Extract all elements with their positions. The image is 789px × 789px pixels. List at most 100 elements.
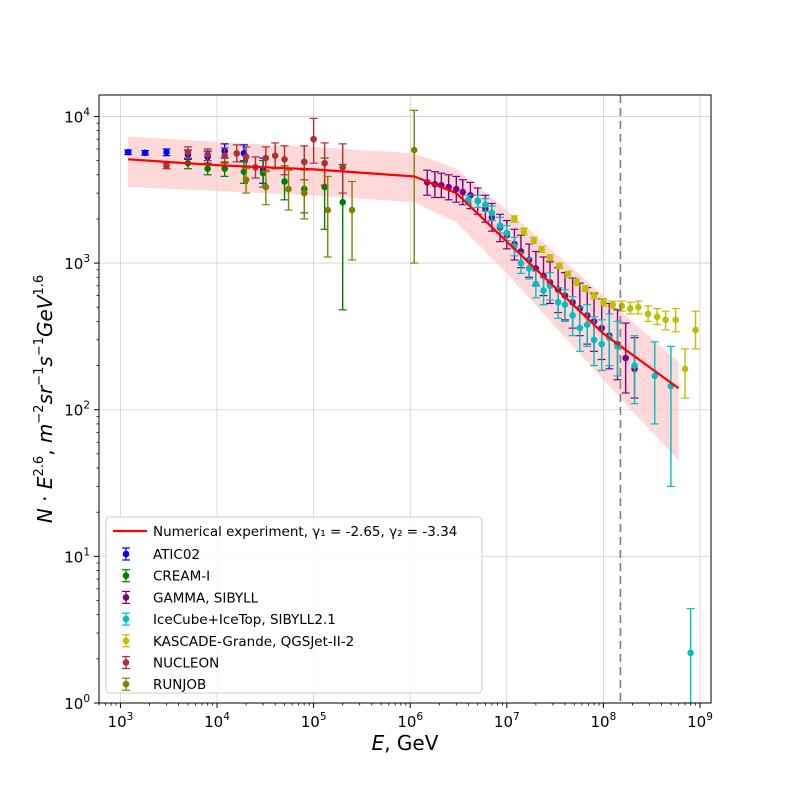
- data-point: [124, 148, 132, 156]
- legend-label: GAMMA, SIBYLL: [153, 590, 259, 606]
- data-point: [618, 302, 626, 310]
- data-point: [525, 265, 533, 272]
- legend-item: NUCLEON: [122, 656, 219, 672]
- x-tick-label: 106: [397, 711, 423, 731]
- data-point: [324, 206, 332, 214]
- data-point: [651, 372, 659, 380]
- legend-box: [105, 516, 483, 694]
- data-point: [410, 146, 418, 154]
- data-point: [538, 246, 546, 253]
- data-point: [672, 316, 679, 324]
- y-tick-label: 100: [64, 693, 90, 713]
- legend-item: GAMMA, SIBYLL: [122, 590, 259, 606]
- data-point: [310, 135, 317, 143]
- x-tick-label: 103: [108, 711, 134, 731]
- legend-label: NUCLEON: [153, 656, 219, 672]
- legend: Numerical experiment, γ₁ = -2.65, γ₂ = -…: [105, 516, 483, 694]
- x-tick-label: 105: [301, 711, 327, 731]
- data-point: [204, 151, 211, 158]
- data-point: [681, 365, 689, 373]
- data-point: [692, 326, 699, 334]
- data-point: [184, 148, 192, 156]
- data-point: [546, 254, 554, 261]
- legend-item: CREAM-I: [122, 569, 210, 585]
- data-point: [511, 215, 518, 223]
- data-point: [233, 150, 241, 157]
- data-point: [482, 201, 489, 209]
- legend-item: RUNJOB: [122, 677, 206, 693]
- y-tick-label: 104: [64, 106, 90, 126]
- data-point: [221, 152, 228, 159]
- data-point: [465, 196, 472, 204]
- data-point: [163, 162, 170, 170]
- legend-label: ATIC02: [153, 547, 200, 563]
- data-point: [163, 148, 170, 156]
- legend-marker: [122, 594, 130, 601]
- data-point: [474, 197, 482, 205]
- legend-fit-label: Numerical experiment, γ₁ = -2.65, γ₂ = -…: [153, 524, 457, 540]
- data-point: [598, 340, 605, 348]
- y-tick-label: 102: [64, 400, 90, 420]
- data-point: [271, 152, 279, 159]
- data-point: [262, 183, 270, 191]
- fit-line: [128, 158, 680, 390]
- data-point: [622, 354, 629, 362]
- data-point: [554, 299, 562, 306]
- data-point: [569, 312, 576, 319]
- data-point: [321, 159, 328, 167]
- y-tick-label: 101: [64, 546, 90, 566]
- data-point: [583, 321, 591, 328]
- legend-marker: [122, 572, 130, 579]
- data-point: [281, 156, 288, 163]
- data-point: [452, 185, 460, 193]
- data-point: [530, 236, 538, 244]
- legend-marker: [122, 659, 130, 666]
- data-point: [262, 154, 270, 162]
- data-point: [556, 262, 563, 269]
- data-point: [204, 165, 211, 173]
- plot-frame: [98, 94, 712, 704]
- data-point: [300, 158, 308, 166]
- data-point: [517, 259, 525, 267]
- data-point: [141, 149, 149, 157]
- data-point: [600, 299, 607, 306]
- data-point: [561, 301, 569, 309]
- data-point: [644, 310, 652, 318]
- data-point: [496, 222, 504, 229]
- data-point: [503, 229, 511, 237]
- y-axis-label: N · E2.6, m−2sr−1s−1GeV1.6: [32, 275, 57, 523]
- data-point: [242, 153, 250, 161]
- data-point: [339, 198, 346, 206]
- legend-marker: [122, 637, 130, 645]
- data-point: [635, 303, 642, 311]
- data-point: [662, 316, 669, 324]
- data-point: [631, 362, 638, 369]
- axis-ticks: 103 104 105 106 107 108 109 100 101 102 103 104: [64, 106, 713, 731]
- data-point: [576, 324, 584, 332]
- data-point: [582, 285, 589, 292]
- fit-uncertainty-band: [128, 136, 679, 461]
- data-point: [532, 280, 540, 288]
- legend-label: KASCADE-Grande, QGSJet-II-2: [153, 634, 354, 650]
- legend-marker: [122, 615, 130, 623]
- x-tick-label: 108: [591, 711, 617, 731]
- data-point: [488, 209, 496, 217]
- data-point: [687, 649, 694, 657]
- data-point: [221, 165, 228, 173]
- data-point: [348, 206, 356, 214]
- data-point: [520, 227, 528, 235]
- data-point: [627, 305, 634, 312]
- y-tick-label: 103: [64, 253, 90, 273]
- legend-item: IceCube+IceTop, SIBYLL2.1: [122, 612, 336, 628]
- data-point: [573, 278, 581, 286]
- x-tick-label: 107: [494, 711, 520, 731]
- data-point: [242, 176, 250, 184]
- data-point: [609, 301, 617, 309]
- x-tick-label: 109: [687, 711, 713, 731]
- data-point: [590, 292, 598, 299]
- legend-item: KASCADE-Grande, QGSJet-II-2: [122, 634, 354, 650]
- data-point: [300, 189, 308, 197]
- series-4: [510, 215, 700, 399]
- data-point: [281, 178, 288, 185]
